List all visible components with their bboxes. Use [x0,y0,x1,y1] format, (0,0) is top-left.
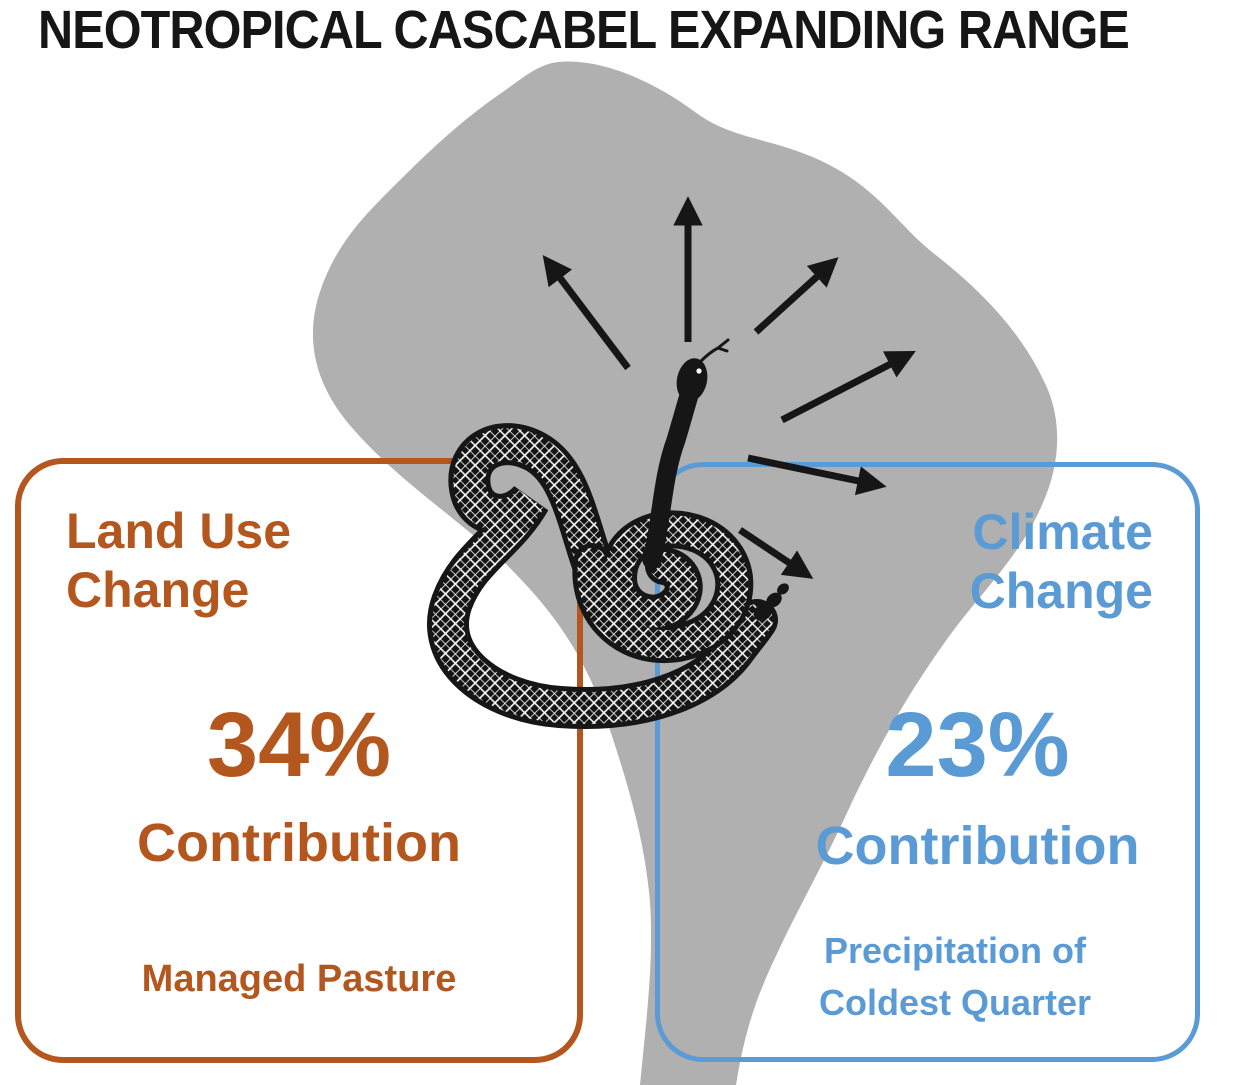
climate-driver-line2: Coldest Quarter [818,982,1092,1024]
climate-heading-line2: Change [969,563,1153,619]
climate-change-box: Climate Change 23% Contribution Precipit… [655,462,1200,1062]
climate-heading-line1: Climate [972,504,1153,560]
land-use-heading: Land Use Change [66,502,291,620]
climate-percent: 23% [885,694,1070,796]
figure-title: NEOTROPICAL CASCABEL EXPANDING RANGE [38,0,1130,60]
land-use-heading-line2: Change [66,562,250,618]
land-use-percent: 34% [206,694,392,796]
climate-driver: Precipitation of Coldest Quarter [660,925,1195,1029]
land-use-heading-line1: Land Use [66,503,292,559]
land-use-change-box: Land Use Change 34% Contribution Managed… [15,458,583,1063]
climate-heading: Climate Change [970,503,1153,621]
land-use-driver: Managed Pasture [141,958,457,1000]
land-use-contribution-label: Contribution [137,813,461,873]
climate-contribution-label: Contribution [815,816,1140,876]
climate-driver-line1: Precipitation of [823,930,1087,971]
